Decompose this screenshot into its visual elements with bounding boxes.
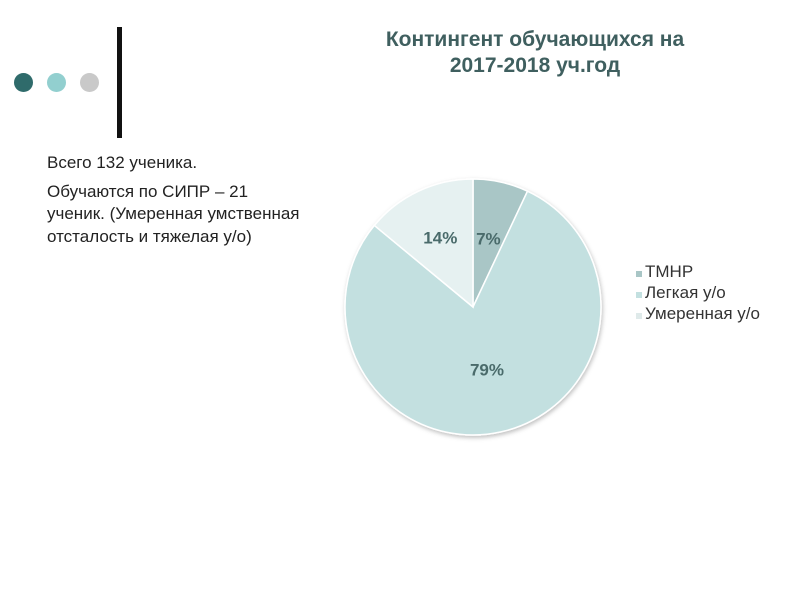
legend-label-2: Легкая у/о bbox=[645, 283, 726, 302]
legend-swatch-3 bbox=[636, 313, 642, 319]
legend-label-1: ТМНР bbox=[645, 262, 694, 281]
decor-dot-3 bbox=[80, 73, 99, 92]
chart-legend: ТМНР Легкая у/о Умеренная у/о bbox=[636, 262, 786, 325]
decor-dot-2 bbox=[47, 73, 66, 92]
legend-swatch-1 bbox=[636, 271, 642, 277]
legend-label-3: Умеренная у/о bbox=[645, 304, 760, 323]
chart-title: Контингент обучающихся на 2017-2018 уч.г… bbox=[330, 27, 740, 79]
legend-item-1: ТМНР bbox=[636, 262, 786, 281]
legend-item-2: Легкая у/о bbox=[636, 283, 786, 302]
decor-dot-1 bbox=[14, 73, 33, 92]
sipr-students-text: Обучаются по СИПР – 21 ученик. (Умеренна… bbox=[47, 181, 300, 246]
pie-slice-2 bbox=[344, 190, 602, 436]
pie-data-label-1: 7% bbox=[476, 229, 501, 248]
pie-data-label-3: 14% bbox=[423, 229, 457, 248]
total-students-text: Всего 132 ученика. bbox=[47, 153, 198, 172]
chart-title-line-1: Контингент обучающихся на bbox=[385, 28, 685, 51]
pie-slice-3 bbox=[373, 178, 474, 309]
legend-swatch-2 bbox=[636, 292, 642, 298]
chart-title-line-2: 2017-2018 уч.год bbox=[449, 54, 621, 77]
legend-item-3: Умеренная у/о bbox=[636, 304, 786, 323]
body-text: Всего 132 ученика. Обучаются по СИПР – 2… bbox=[47, 152, 307, 254]
pie-data-label-2: 79% bbox=[470, 360, 504, 379]
decor-vertical-bar bbox=[117, 27, 122, 138]
